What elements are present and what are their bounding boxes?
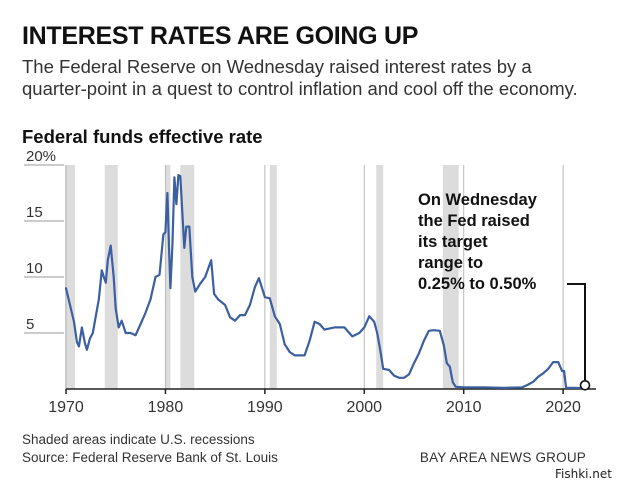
recession-bands xyxy=(65,165,459,389)
annotation-line-2: its target xyxy=(418,233,488,251)
annotation-line-4: 0.25% to 0.50% xyxy=(418,275,537,293)
y-tick-labels: 5 10 15 20% xyxy=(26,148,56,333)
recession-band-5 xyxy=(376,165,384,389)
annotation-line-3: range to xyxy=(418,254,483,272)
recession-note: Shaded areas indicate U.S. recessions xyxy=(22,432,255,447)
x-tick-labels: 1970 1980 1990 2000 2010 2020 xyxy=(48,399,581,416)
series-layer xyxy=(64,174,587,390)
x-tick-label-1980: 1980 xyxy=(148,399,184,416)
y-tick-label-15: 15 xyxy=(26,204,43,221)
x-tick-label-2020: 2020 xyxy=(545,399,581,416)
annotation: On Wednesday the Fed raised its target rang… xyxy=(418,191,591,391)
x-tick-label-1970: 1970 xyxy=(48,399,84,416)
annotation-marker xyxy=(579,380,591,391)
annotation-line-1: the Fed raised xyxy=(418,212,530,230)
recession-band-4 xyxy=(269,165,277,389)
subheadline: The Federal Reserve on Wednesday raised … xyxy=(22,56,578,99)
vertical-gridlines xyxy=(65,165,564,389)
chart-title: Federal funds effective rate xyxy=(22,126,263,147)
watermark: Fishki.net xyxy=(554,467,612,481)
x-tick-label-1990: 1990 xyxy=(247,399,283,416)
recession-band-6 xyxy=(442,165,459,389)
credit: BAY AREA NEWS GROUP xyxy=(419,450,586,465)
recession-band-2 xyxy=(165,165,171,389)
x-tick-label-2000: 2000 xyxy=(346,399,382,416)
annotation-line-0: On Wednesday xyxy=(418,191,538,209)
annotation-leader xyxy=(567,283,586,381)
source-note: Source: Federal Reserve Bank of St. Loui… xyxy=(22,450,278,465)
x-tick-label-2010: 2010 xyxy=(446,399,482,416)
headline: INTEREST RATES ARE GOING UP xyxy=(22,22,419,50)
axes xyxy=(24,164,596,394)
y-tick-label-10: 10 xyxy=(26,260,43,277)
recession-band-1 xyxy=(104,165,118,389)
y-tick-label-20: 20% xyxy=(26,148,56,165)
y-tick-label-5: 5 xyxy=(26,316,34,333)
recession-band-0 xyxy=(65,165,75,389)
series-line-0 xyxy=(64,174,587,390)
